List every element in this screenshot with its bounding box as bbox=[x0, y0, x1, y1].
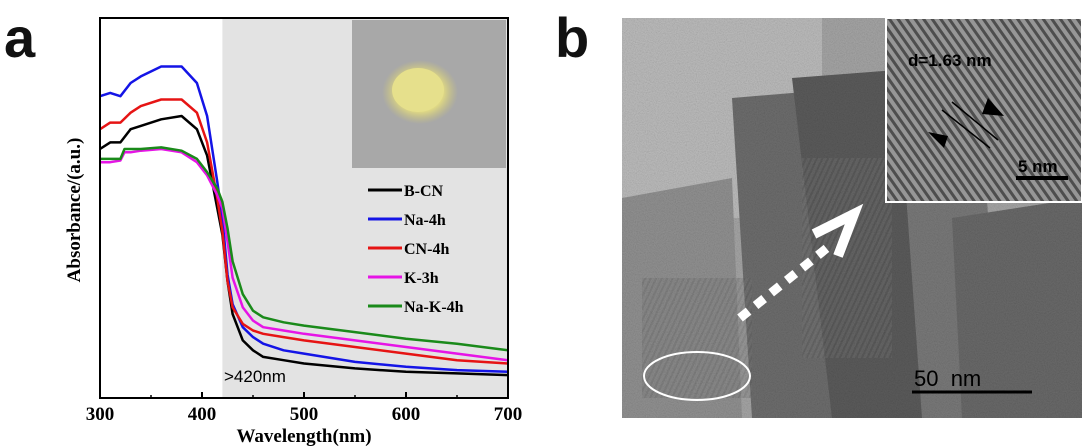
series-group bbox=[100, 65, 508, 377]
panel-label-b: b bbox=[555, 6, 590, 69]
x-tick-label: 500 bbox=[290, 404, 319, 425]
shaded-region-label: >420nm bbox=[224, 367, 286, 386]
panel-label-a: a bbox=[4, 6, 36, 69]
powder-photo-inset bbox=[352, 20, 506, 168]
lattice-spacing-label: d=1.63 nm bbox=[908, 51, 992, 70]
x-tick-label: 700 bbox=[494, 404, 523, 425]
inset-scale-label: 5 nm bbox=[1018, 157, 1058, 176]
x-tick-label: 400 bbox=[188, 404, 217, 425]
legend-label-k-3h: K-3h bbox=[404, 270, 439, 287]
legend-label-cn-4h: CN-4h bbox=[404, 241, 449, 258]
series-line-k-3h bbox=[100, 147, 508, 362]
legend-label-na-4h: Na-4h bbox=[404, 212, 446, 229]
series-line-cn-4h bbox=[100, 98, 508, 365]
absorbance-chart: 300 400 500 600 700 >420nm B-CN Na-4h CN-4h K-3… bbox=[64, 17, 523, 447]
hrtem-inset: d=1.63 nm 5 nm bbox=[885, 18, 1082, 203]
legend-label-na-k-4h: Na-K-4h bbox=[404, 299, 464, 316]
y-axis-label: Absorbance/(a.u.) bbox=[64, 138, 85, 283]
x-axis-label: Wavelength(nm) bbox=[236, 426, 371, 447]
x-axis-ticks: 300 400 500 600 700 bbox=[86, 392, 523, 425]
legend: B-CN Na-4h CN-4h K-3h Na-K-4h bbox=[368, 183, 464, 316]
tem-micrograph: d=1.63 nm 5 nm 50 nm bbox=[622, 18, 1082, 418]
dotted-arrow bbox=[737, 203, 864, 322]
x-tick-label: 600 bbox=[392, 404, 421, 425]
main-scale-label: 50 nm bbox=[914, 366, 981, 391]
legend-label-b-cn: B-CN bbox=[404, 183, 444, 200]
series-line-na-k-4h bbox=[100, 146, 508, 352]
x-tick-label: 300 bbox=[86, 404, 115, 425]
highlight-ellipse bbox=[643, 351, 751, 401]
